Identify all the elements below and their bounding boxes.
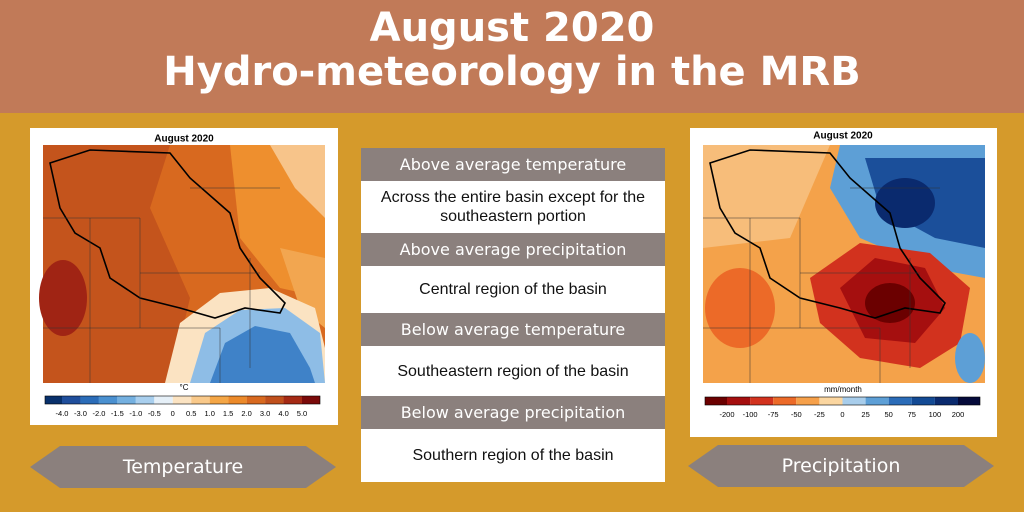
map-title: August 2020 [154, 134, 214, 145]
colorbar-swatch [135, 396, 155, 404]
title-line: August 2020 [369, 5, 655, 51]
title-line: Hydro-meteorology in the MRB [163, 49, 861, 95]
colorbar-label: 25 [861, 410, 869, 419]
colorbar-swatch [796, 397, 820, 405]
colorbar-swatch [191, 396, 210, 404]
colorbar-swatch [842, 397, 866, 405]
colorbar: -200 -100 -75 -50 -25 0 25 50 75 100 200 [704, 396, 981, 419]
colorbar-swatch [80, 396, 99, 404]
map-title: August 2020 [813, 131, 873, 142]
colorbar-swatch [228, 396, 247, 404]
colorbar-swatch [773, 397, 797, 405]
colorbar-label: 75 [908, 410, 916, 419]
colorbar-swatch [283, 396, 302, 404]
colorbar-label: 2.0 [241, 409, 251, 418]
colorbar-swatch [302, 396, 320, 404]
colorbar-label: 100 [929, 410, 942, 419]
precipitation-map-panel: August 2020 mm/month -200 -100 -75 -50 -25 0 2… [690, 128, 997, 437]
colorbar-swatch [265, 396, 284, 404]
label-pill [688, 445, 994, 487]
pill-label: Temperature [122, 456, 244, 478]
colorbar-label: 5.0 [297, 409, 307, 418]
colorbar-label: -100 [743, 410, 758, 419]
colorbar-label: -1.0 [129, 409, 142, 418]
colorbar-label: -1.5 [111, 409, 124, 418]
section-heading: Above average precipitation [361, 233, 665, 266]
colorbar-swatch [209, 396, 229, 404]
colorbar-label: 4.0 [278, 409, 288, 418]
precipitation-map [703, 145, 985, 383]
colorbar-frame [704, 396, 981, 406]
colorbar-unit: mm/month [824, 385, 862, 394]
section-heading: Below average precipitation [361, 396, 665, 429]
colorbar-label: -50 [791, 410, 802, 419]
colorbar-swatch [750, 397, 774, 405]
colorbar-label: 1.5 [223, 409, 233, 418]
colorbar-label: 0 [840, 410, 844, 419]
header: August 2020 Hydro-meteorology in the MRB [0, 0, 1024, 113]
colorbar-swatch [45, 396, 62, 404]
colorbar-label: 1.0 [204, 409, 214, 418]
colorbar-swatch [705, 397, 727, 405]
colorbar-label: -25 [814, 410, 825, 419]
colorbar-swatch [934, 397, 958, 405]
colorbar-label: 0.5 [186, 409, 196, 418]
colorbar-swatch [911, 397, 935, 405]
colorbar-label: 200 [952, 410, 965, 419]
colorbar-swatch [154, 396, 173, 404]
label-pill [30, 446, 336, 488]
temperature-map [39, 145, 325, 383]
colorbar-label: -3.0 [74, 409, 87, 418]
colorbar-swatch [819, 397, 843, 405]
colorbar-label: -4.0 [56, 409, 69, 418]
summary-panel: Above average temperature Across the enti… [361, 148, 665, 482]
pill-label: Precipitation [781, 455, 901, 477]
colorbar-swatch [117, 396, 136, 404]
colorbar-swatch [727, 397, 751, 405]
colorbar-swatch [172, 396, 192, 404]
colorbar-swatch [98, 396, 118, 404]
section-heading: Below average temperature [361, 313, 665, 346]
section-text: Across the entire basin except for the s… [380, 189, 646, 225]
colorbar-label: 3.0 [260, 409, 270, 418]
colorbar-label: 0 [171, 409, 175, 418]
section-text: Southern region of the basin [412, 447, 614, 464]
colorbar-label: -200 [719, 410, 734, 419]
section-text: Central region of the basin [419, 281, 607, 298]
colorbar-label: -2.0 [92, 409, 105, 418]
colorbar-label: -75 [768, 410, 779, 419]
colorbar: -4.0 -3.0 -2.0 -1.5 -1.0 -0.5 0 0.5 1.0 1.5 2.0 3.0… [44, 395, 321, 418]
colorbar-swatch [246, 396, 266, 404]
colorbar-unit: °C [180, 383, 189, 392]
colorbar-label: 50 [885, 410, 893, 419]
section-text: Southeastern region of the basin [397, 362, 629, 380]
section-heading: Above average temperature [361, 148, 665, 181]
colorbar-swatch [62, 396, 81, 404]
colorbar-swatch [958, 397, 980, 405]
temperature-map-panel: August 2020 °C -4.0 -3.0 -2.0 -1.5 -1.0 -0.5 0… [30, 128, 338, 425]
colorbar-swatch [865, 397, 889, 405]
colorbar-frame [44, 395, 321, 405]
colorbar-swatch [888, 397, 912, 405]
colorbar-label: -0.5 [148, 409, 161, 418]
